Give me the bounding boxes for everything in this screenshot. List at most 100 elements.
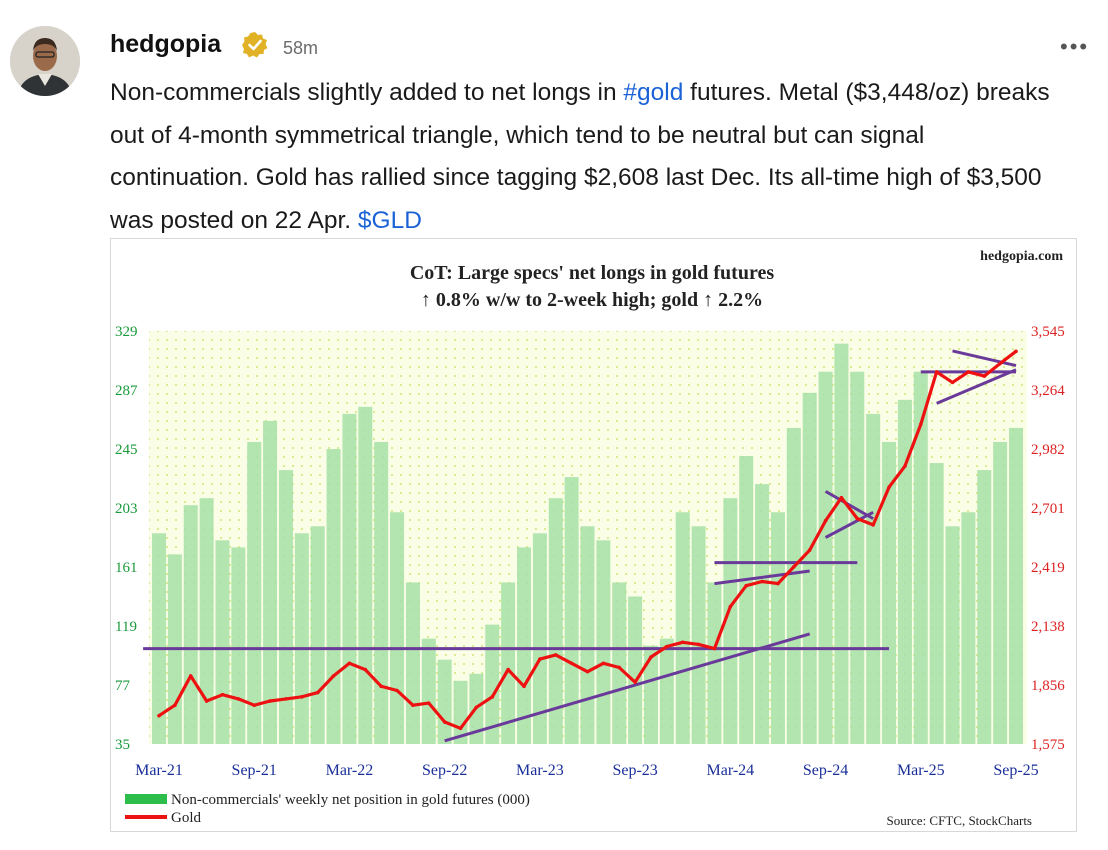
net-position-bar bbox=[294, 533, 309, 744]
net-position-bar bbox=[866, 413, 881, 744]
gold-price-point bbox=[426, 701, 431, 705]
x-axis-tick-label: Mar-21 bbox=[135, 762, 183, 779]
chart-subtitle: ↑ 0.8% w/w to 2-week high; gold ↑ 2.2% bbox=[421, 289, 763, 311]
net-position-bar bbox=[231, 547, 246, 744]
post-text-part-2: futures. Metal ($3,448/oz) breaks out of… bbox=[110, 79, 1050, 234]
net-position-bar bbox=[913, 371, 928, 744]
net-position-bar bbox=[755, 484, 770, 744]
left-axis-tick-label: 329 bbox=[115, 324, 138, 340]
net-position-bar bbox=[501, 582, 516, 744]
net-position-bar bbox=[310, 526, 325, 744]
left-axis-tick-label: 77 bbox=[115, 678, 131, 694]
net-position-bar bbox=[786, 427, 801, 744]
gold-price-point bbox=[331, 674, 336, 678]
gold-price-point bbox=[934, 370, 939, 374]
net-position-bar bbox=[390, 512, 405, 744]
net-position-bar bbox=[612, 582, 627, 744]
net-position-bar bbox=[818, 371, 833, 744]
left-axis-tick-label: 245 bbox=[115, 442, 138, 458]
gold-price-point bbox=[442, 720, 447, 724]
gold-price-point bbox=[696, 642, 701, 647]
gold-price-point bbox=[855, 516, 860, 521]
legend-swatch-gold bbox=[125, 815, 167, 819]
net-position-bar bbox=[977, 470, 992, 744]
chart-image[interactable]: hedgopia.com CoT: Large specs' net longs… bbox=[110, 238, 1077, 832]
verified-badge-icon bbox=[242, 32, 268, 58]
x-axis-tick-label: Sep-21 bbox=[232, 762, 277, 779]
net-position-bar bbox=[770, 512, 785, 744]
gold-price-point bbox=[665, 644, 669, 649]
gold-price-point bbox=[506, 667, 510, 672]
gold-price-point bbox=[157, 713, 161, 718]
net-position-bar bbox=[739, 456, 754, 744]
gold-price-point bbox=[823, 518, 828, 523]
gold-price-point bbox=[236, 697, 241, 701]
trendline bbox=[936, 368, 1017, 405]
gold-price-point bbox=[585, 669, 590, 674]
net-position-bar bbox=[580, 526, 595, 744]
gold-price-point bbox=[379, 684, 383, 689]
net-position-bar bbox=[278, 470, 293, 744]
net-position-bar bbox=[199, 498, 214, 744]
trendline bbox=[952, 349, 1017, 368]
hashtag-gold-link[interactable]: #gold bbox=[623, 79, 684, 106]
trendlines bbox=[143, 349, 1017, 743]
trendline bbox=[824, 490, 874, 520]
gold-price-point bbox=[712, 646, 717, 651]
gold-price-point bbox=[728, 604, 733, 609]
gold-price-point bbox=[982, 374, 987, 378]
gold-price-point bbox=[569, 661, 574, 666]
gold-price-point bbox=[538, 657, 542, 661]
right-axis-tick-label: 3,264 bbox=[1031, 383, 1065, 399]
gold-price-point bbox=[347, 661, 352, 666]
gold-price-point bbox=[458, 726, 463, 731]
gold-price-point bbox=[966, 370, 971, 374]
chart-watermark: hedgopia.com bbox=[980, 249, 1063, 264]
gold-price-point bbox=[792, 565, 796, 569]
net-position-bar bbox=[485, 624, 500, 744]
gold-price-point bbox=[903, 464, 907, 469]
gold-price-point bbox=[744, 583, 749, 588]
net-position-bar bbox=[421, 638, 436, 744]
left-axis-tick-label: 203 bbox=[115, 501, 138, 517]
gold-price-point bbox=[839, 495, 844, 500]
gold-price-point bbox=[173, 703, 177, 708]
author-name[interactable]: hedgopia bbox=[110, 30, 222, 58]
cashtag-gld-link[interactable]: $GLD bbox=[357, 206, 422, 234]
right-axis-tick-label: 1,575 bbox=[1031, 737, 1065, 753]
net-position-bar bbox=[961, 512, 976, 744]
gold-price-point bbox=[411, 703, 415, 708]
more-options-icon[interactable]: ••• bbox=[1060, 34, 1090, 59]
gold-price-points bbox=[157, 349, 1018, 731]
gold-price-point bbox=[617, 665, 622, 670]
net-position-bar bbox=[993, 441, 1008, 744]
gold-price-point bbox=[395, 688, 399, 693]
gold-price-point bbox=[760, 579, 764, 584]
legend-label-bars: Non-commercials' weekly net position in … bbox=[171, 792, 530, 808]
net-position-bar bbox=[183, 505, 198, 744]
net-position-bar bbox=[643, 645, 658, 744]
gold-price-point bbox=[315, 690, 320, 695]
trendline bbox=[714, 569, 810, 586]
net-position-bar bbox=[1009, 427, 1023, 744]
right-axis-tick-label: 3,545 bbox=[1031, 324, 1065, 340]
right-axis-tick-label: 2,701 bbox=[1031, 501, 1065, 517]
net-position-bar bbox=[247, 441, 262, 744]
net-position-bar bbox=[850, 371, 865, 744]
right-axis-ticks: 3,545 3,264 2,982 2,701 2,419 2,138 1,856 1,575 bbox=[1031, 324, 1065, 753]
avatar[interactable] bbox=[10, 26, 80, 96]
gold-price-point bbox=[363, 667, 368, 672]
x-axis-tick-label: Mar-24 bbox=[706, 762, 754, 779]
net-position-bar bbox=[723, 498, 738, 744]
gold-price-point bbox=[649, 655, 653, 659]
post-text-part-1: Non-commercials slightly added to net lo… bbox=[110, 79, 624, 106]
net-position-bar bbox=[596, 540, 611, 744]
net-position-bar bbox=[929, 463, 944, 744]
net-position-bar bbox=[342, 413, 357, 744]
net-position-bar bbox=[897, 399, 912, 744]
x-axis-tick-label: Mar-25 bbox=[897, 762, 945, 779]
net-position-bars bbox=[152, 343, 1023, 744]
x-axis-ticks: Mar-21 Sep-21 Mar-22 Sep-22 Mar-23 Sep-23 Mar-… bbox=[135, 762, 1039, 779]
net-position-bar bbox=[548, 498, 563, 744]
net-position-bar bbox=[675, 512, 690, 744]
